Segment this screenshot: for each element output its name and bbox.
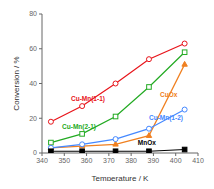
svg-text:Cu-Mn(1-2): Cu-Mn(1-2)	[149, 114, 183, 122]
svg-text:Temperature / K: Temperature / K	[92, 174, 150, 181]
svg-text:400: 400	[170, 157, 182, 164]
svg-text:20: 20	[29, 115, 37, 122]
svg-text:370: 370	[103, 157, 115, 164]
svg-text:Conversion / %: Conversion / %	[12, 56, 21, 110]
svg-text:60: 60	[29, 45, 37, 52]
svg-text:380: 380	[125, 157, 137, 164]
svg-text:350: 350	[58, 157, 70, 164]
svg-text:40: 40	[29, 80, 37, 87]
svg-text:340: 340	[36, 157, 48, 164]
svg-text:0: 0	[33, 149, 37, 156]
svg-text:Cu-Mn(1-1): Cu-Mn(1-1)	[71, 95, 105, 103]
svg-text:CuOx: CuOx	[160, 91, 178, 98]
svg-text:Cu-Mn(2-1): Cu-Mn(2-1)	[62, 123, 96, 131]
svg-text:MnOx: MnOx	[138, 139, 156, 146]
svg-text:390: 390	[148, 157, 160, 164]
svg-text:80: 80	[29, 10, 37, 17]
svg-text:360: 360	[81, 157, 93, 164]
svg-text:410: 410	[192, 157, 204, 164]
